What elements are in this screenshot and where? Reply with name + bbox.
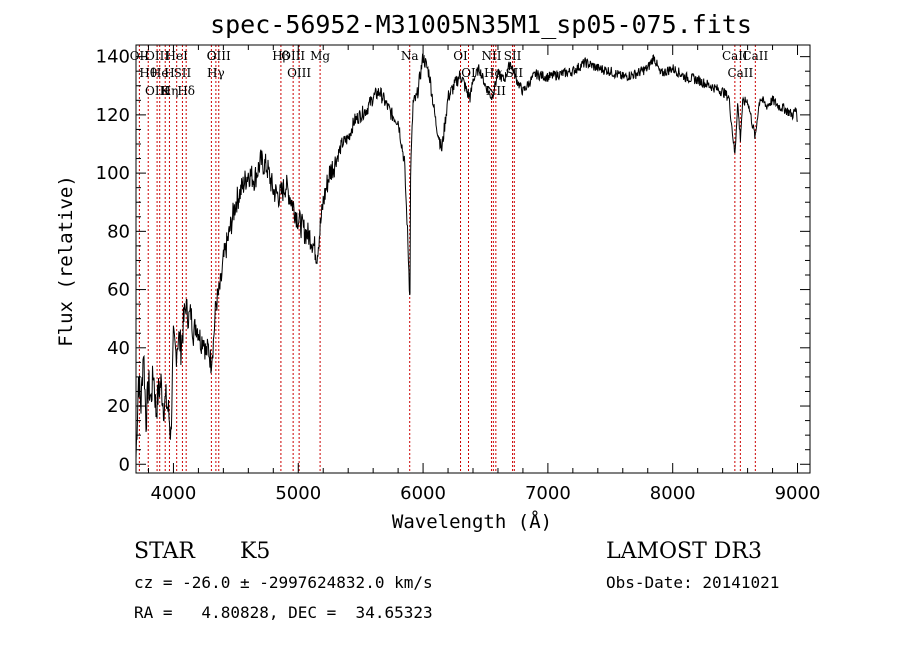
line-label: OIII [287,66,311,80]
line-label: Hγ [207,66,225,80]
line-label: OIII [145,49,169,63]
y-tick-label: 20 [107,396,130,417]
x-tick-label: 9000 [775,483,821,504]
line-label: H [164,66,174,80]
obs-date: Obs-Date: 20141021 [606,573,780,592]
line-label: OI [453,49,468,63]
line-label: SII [505,66,523,80]
plot-frame [135,44,811,474]
line-label: CaII [722,49,748,63]
line-label: K [161,84,171,98]
coordinates: RA = 4.80828, DEC = 34.65323 [134,603,433,622]
object-class: STAR [134,539,195,564]
line-label: Hβ [272,49,289,63]
line-label: NII [481,49,501,63]
line-label: SII [504,49,522,63]
line-label: NII [486,84,506,98]
line-label: Mg [310,49,330,63]
line-label: CaII [727,66,753,80]
line-label: HeI [166,49,189,63]
axis-ticks: 4000 5000 6000 7000 8000 9000 0 20 40 60 80 100 120 1… [96,45,821,504]
x-tick-label: 8000 [650,483,696,504]
x-tick-label: 5000 [275,483,321,504]
y-tick-label: 0 [119,454,130,475]
line-label: Hθ [139,66,157,80]
x-tick-label: 7000 [525,483,571,504]
survey-name: LAMOST DR3 [606,539,762,564]
line-label: OIII [145,84,169,98]
line-label: SII [174,66,192,80]
line-label: Hδ [177,84,195,98]
y-tick-label: 100 [96,163,130,184]
y-tick-label: 80 [107,221,130,242]
x-tick-label: 4000 [151,483,197,504]
line-label: OI [461,66,476,80]
spectrum-series [135,53,798,459]
y-tick-label: 120 [96,105,130,126]
line-label: CaII [742,49,768,63]
line-label: OIII [281,49,305,63]
y-tick-label: 40 [107,338,130,359]
line-label: OIII [207,49,231,63]
y-tick-label: 140 [96,47,130,68]
y-tick-label: 60 [107,280,130,301]
spectrum-line [135,53,798,459]
line-label: Hη [161,84,179,98]
line-label: He [151,66,169,80]
chart-title: spec-56952-M31005N35M1_sp05-075.fits [210,10,752,39]
line-label: OII [130,49,150,63]
x-axis-label: Wavelength (Å) [392,510,552,533]
x-tick-label: 6000 [400,483,446,504]
line-label: G [207,49,217,63]
line-label: Hα [484,66,503,80]
object-subclass: K5 [240,539,271,564]
redshift-line: cz = -26.0 ± -2997624832.0 km/s [134,573,433,592]
y-axis-label: Flux (relative) [55,175,77,347]
line-label: Na [401,49,419,63]
